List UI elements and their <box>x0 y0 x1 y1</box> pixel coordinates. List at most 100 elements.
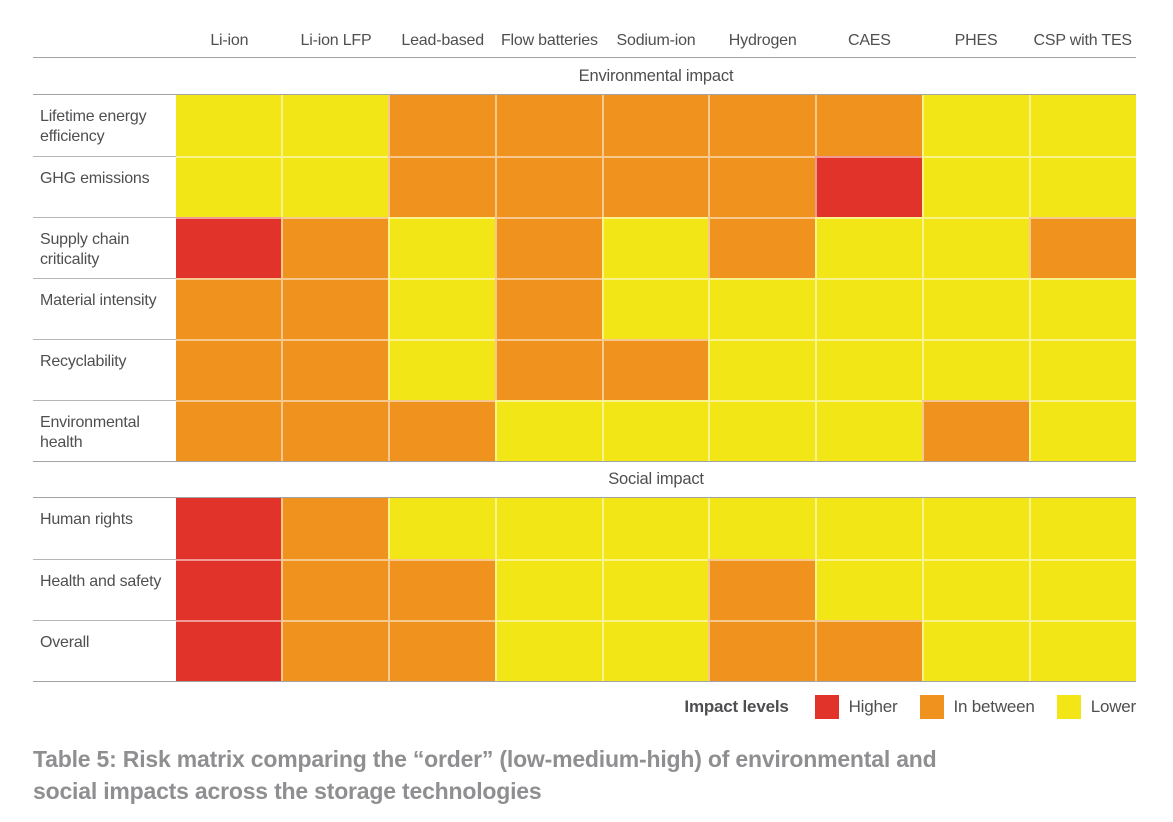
matrix-cell-between <box>176 278 281 339</box>
legend: Impact levels Higher In between Lower <box>33 694 1136 719</box>
matrix-cell-lower <box>708 339 816 400</box>
column-header: CSP with TES <box>1033 32 1133 49</box>
matrix-cell-lower <box>922 217 1030 278</box>
row-label: Overall <box>33 620 176 681</box>
matrix-cell-lower <box>815 498 923 559</box>
matrix-cell-between <box>176 339 281 400</box>
row-label: Environmental health <box>33 400 176 461</box>
matrix-cell-lower <box>601 559 709 620</box>
matrix-cell-between <box>922 400 1030 461</box>
matrix-cell-higher <box>176 559 281 620</box>
matrix-cell-lower <box>708 400 816 461</box>
matrix-cell-between <box>280 400 388 461</box>
row-label: Human rights <box>33 498 176 559</box>
matrix-cell-lower <box>815 559 923 620</box>
matrix-cell-lower <box>1029 95 1137 156</box>
matrix-cell-lower <box>1029 156 1137 217</box>
table-row: Material intensity <box>33 278 1137 339</box>
section-title-environmental: Environmental impact <box>578 66 734 85</box>
divider-top <box>33 57 1136 58</box>
legend-item: Higher <box>814 694 898 719</box>
matrix-cell-between <box>280 498 388 559</box>
matrix-cell-lower <box>280 156 388 217</box>
row-label: Lifetime energy efficiency <box>33 95 176 156</box>
matrix-cell-lower <box>922 95 1030 156</box>
matrix-cell-between <box>280 620 388 681</box>
legend-item: In between <box>919 694 1035 719</box>
row-label: Health and safety <box>33 559 176 620</box>
table-row: GHG emissions <box>33 156 1137 217</box>
matrix-cell-lower <box>494 400 602 461</box>
matrix-cell-between <box>494 339 602 400</box>
row-label: Supply chain criticality <box>33 217 176 278</box>
matrix-cell-lower <box>387 278 495 339</box>
legend-label: Lower <box>1090 696 1137 716</box>
matrix-cell-lower <box>1029 400 1137 461</box>
matrix-cell-between <box>387 400 495 461</box>
caption-line-2: social impacts across the storage techno… <box>33 777 542 804</box>
matrix-cell-lower <box>922 339 1030 400</box>
matrix-cell-lower <box>494 559 602 620</box>
legend-item: Lower <box>1056 694 1137 719</box>
row-label: Material intensity <box>33 278 176 339</box>
matrix-cell-lower <box>387 498 495 559</box>
legend-title: Impact levels <box>684 696 789 716</box>
matrix-cell-lower <box>922 559 1030 620</box>
matrix-cell-higher <box>815 156 923 217</box>
divider-bottom <box>33 681 1136 682</box>
column-header: Sodium-ion <box>616 32 696 49</box>
matrix-cell-lower <box>815 339 923 400</box>
matrix-cell-between <box>387 620 495 681</box>
matrix-cell-lower <box>387 217 495 278</box>
matrix-cell-lower <box>815 217 923 278</box>
matrix-cell-lower <box>601 498 709 559</box>
matrix-cell-lower <box>1029 339 1137 400</box>
matrix-cell-lower <box>1029 620 1137 681</box>
column-header: Li-ion <box>210 32 249 49</box>
divider <box>33 497 1136 498</box>
legend-swatch-between <box>919 694 944 719</box>
matrix-cell-lower <box>815 400 923 461</box>
matrix-cell-between <box>815 95 923 156</box>
matrix-cell-between <box>494 278 602 339</box>
caption-line-1: Table 5: Risk matrix comparing the “orde… <box>33 746 937 772</box>
matrix-cell-between <box>815 620 923 681</box>
matrix-cell-lower <box>1029 278 1137 339</box>
matrix-cell-lower <box>494 498 602 559</box>
matrix-cell-lower <box>494 620 602 681</box>
table-row: Human rights <box>33 498 1137 559</box>
matrix-cell-between <box>387 156 495 217</box>
table-row: Health and safety <box>33 559 1137 620</box>
matrix-cell-lower <box>708 498 816 559</box>
section-grid-0: Lifetime energy efficiency GHG emissions S… <box>33 95 1137 461</box>
matrix-cell-between <box>708 217 816 278</box>
matrix-cell-lower <box>708 278 816 339</box>
matrix-cell-lower <box>601 620 709 681</box>
matrix-cell-lower <box>176 156 281 217</box>
matrix-cell-lower <box>387 339 495 400</box>
matrix-cell-higher <box>176 217 281 278</box>
matrix-cell-between <box>708 95 816 156</box>
matrix-cell-between <box>280 559 388 620</box>
legend-swatch-higher <box>814 694 839 719</box>
legend-swatch-lower <box>1056 694 1081 719</box>
matrix-cell-between <box>1029 217 1137 278</box>
matrix-cell-between <box>601 339 709 400</box>
legend-label: In between <box>953 696 1035 716</box>
risk-matrix-table: Li-ion Li-ion LFP Lead-based Flow batteries… <box>33 0 1136 807</box>
matrix-cell-between <box>708 620 816 681</box>
matrix-cell-lower <box>922 498 1030 559</box>
row-label: Recyclability <box>33 339 176 400</box>
figure-caption: Table 5: Risk matrix comparing the “orde… <box>33 744 1136 807</box>
divider <box>33 461 1136 462</box>
divider <box>33 94 1136 95</box>
matrix-cell-lower <box>815 278 923 339</box>
table-row: Supply chain criticality <box>33 217 1137 278</box>
matrix-cell-between <box>494 95 602 156</box>
column-header: PHES <box>954 32 998 49</box>
matrix-cell-between <box>708 559 816 620</box>
matrix-cell-between <box>387 559 495 620</box>
matrix-cell-lower <box>601 400 709 461</box>
matrix-cell-lower <box>1029 559 1137 620</box>
legend-label: Higher <box>848 696 898 716</box>
